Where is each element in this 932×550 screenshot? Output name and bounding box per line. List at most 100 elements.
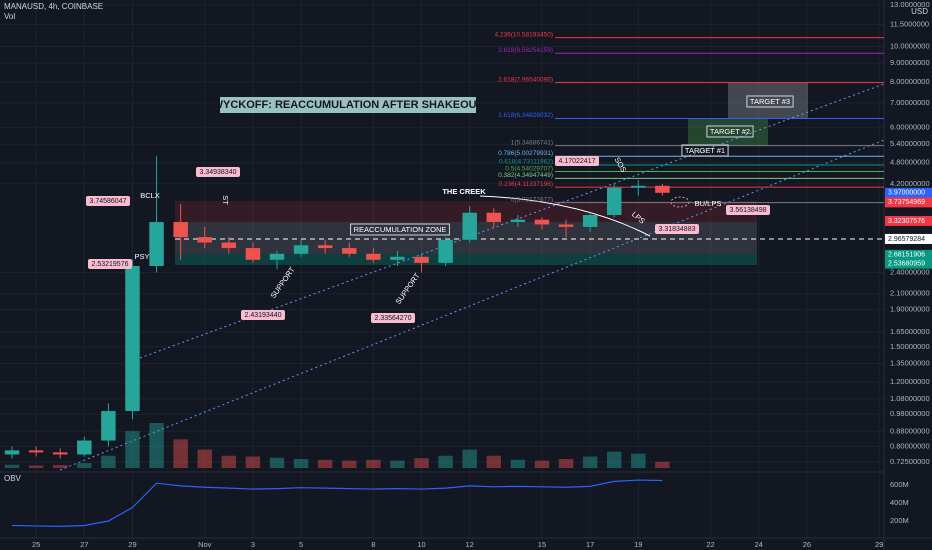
fib-label: 3.618(9.58254159) [498, 47, 553, 54]
volume-bar [317, 459, 333, 468]
price-note: 3.34938340 [200, 169, 237, 176]
y-tick-label: 8.00000000 [890, 77, 930, 86]
volume-bar [390, 460, 405, 468]
fib-label: 4.236(10.58193450) [494, 31, 553, 38]
annotation: PSY [134, 252, 149, 261]
price-badge-label: 3.97000000 [888, 190, 925, 197]
bu-marker [670, 196, 690, 208]
title-box [220, 97, 476, 113]
volume-bar [606, 451, 622, 468]
x-tick-label: 15 [538, 540, 546, 549]
price-note: 3.31834883 [659, 226, 696, 233]
fib-label: 0.236(4.11337196) [499, 181, 553, 188]
target-box [728, 82, 808, 118]
x-tick-label: 10 [417, 540, 425, 549]
volume-bar [486, 455, 502, 468]
y-tick-label: 2.40000000 [890, 267, 930, 276]
candle-body [414, 256, 429, 263]
candle-body [558, 224, 574, 227]
x-tick-label: 25 [32, 540, 40, 549]
annotation: THE CREEK [442, 187, 486, 196]
volume-bar [582, 456, 598, 468]
volume-bar [534, 460, 550, 468]
price-badge [885, 187, 932, 198]
price-badge-label: 2.96579284 [888, 236, 925, 243]
volume-bar [366, 459, 381, 468]
y-tick-label: 6.00000000 [890, 122, 930, 131]
volume-bar [510, 459, 526, 468]
price-note-box [241, 310, 285, 320]
x-tick-label: 29 [875, 540, 883, 549]
x-tick-label: 27 [80, 540, 88, 549]
volume-label: Vol [4, 12, 15, 21]
annotation: REACCUMULATION ZONE [354, 225, 447, 234]
price-note: 2.33564270 [375, 315, 412, 322]
y-tick-label: 1.65000000 [890, 327, 930, 336]
candle-body [101, 411, 116, 441]
currency: USD [911, 7, 928, 16]
price-note-box [555, 156, 599, 166]
annotation: BCLX [140, 191, 160, 200]
candle-body [269, 253, 285, 260]
annotation: TARGET #3 [750, 97, 790, 106]
candle-body [28, 450, 44, 453]
y-tick-label: 0.80000000 [890, 441, 930, 450]
volume-bar [293, 459, 309, 468]
price-note: 4.17022417 [559, 158, 596, 165]
price-badge-label: 3.32307576 [888, 218, 925, 225]
symbol: MANAUSD, 4h, COINBASE [4, 2, 103, 11]
y-tick-label: 1.08000000 [890, 394, 930, 403]
candle-body [317, 245, 333, 249]
candle-body [534, 219, 550, 225]
x-tick-label: 19 [634, 540, 642, 549]
x-tick-label: 3 [251, 540, 255, 549]
price-badge [885, 258, 932, 269]
candle-body [486, 212, 502, 223]
price-note: 2.53219576 [92, 261, 129, 268]
annotation-box [746, 95, 794, 108]
annotation-box [706, 125, 754, 138]
volume-bar [149, 423, 164, 468]
y-tick-label: 5.40000000 [890, 139, 930, 148]
candle-body [125, 265, 140, 412]
y-tick-label: 0.88000000 [890, 426, 930, 435]
price-note-box [655, 224, 699, 234]
volume-bar [631, 453, 646, 468]
candle-body [293, 245, 309, 254]
annotation: TARGET #2 [710, 127, 750, 136]
price-badge-label: 2.68151906 [888, 252, 925, 259]
annotation-box [350, 223, 450, 236]
y-tick-label: 4.20000000 [890, 179, 930, 188]
candle-body [245, 248, 261, 260]
y-tick-label: 1.35000000 [890, 359, 930, 368]
volume-bar [462, 449, 477, 468]
x-tick-label: 22 [706, 540, 714, 549]
annotation: BU/LPS [695, 199, 722, 208]
y-tick-label: 9.00000000 [890, 58, 930, 67]
candle-body [52, 452, 68, 455]
x-tick-label: 17 [586, 540, 594, 549]
candle-body [462, 212, 477, 240]
candle-body [197, 237, 212, 243]
volume-bar [101, 455, 116, 468]
candle-body [655, 185, 670, 193]
candle-body [438, 239, 453, 263]
price-note: 3.56138498 [730, 207, 767, 214]
volume-bar [173, 439, 188, 468]
annotation: ST [221, 195, 230, 205]
y-tick-label: 4.80000000 [890, 158, 930, 167]
obv-tick-label: 400M [890, 498, 909, 507]
price-note-box [726, 205, 770, 215]
x-tick-label: 29 [128, 540, 136, 549]
volume-bar [655, 461, 670, 468]
candle-body [173, 222, 188, 238]
volume-bar [558, 459, 574, 468]
volume-bar [438, 455, 453, 468]
demand-zone [175, 254, 757, 265]
price-badge-label: 3.73754969 [888, 199, 925, 206]
y-tick-label: 2.10000000 [890, 289, 930, 298]
fib-label: 2.618(7.96540095) [498, 76, 553, 83]
candle-body [149, 222, 164, 266]
